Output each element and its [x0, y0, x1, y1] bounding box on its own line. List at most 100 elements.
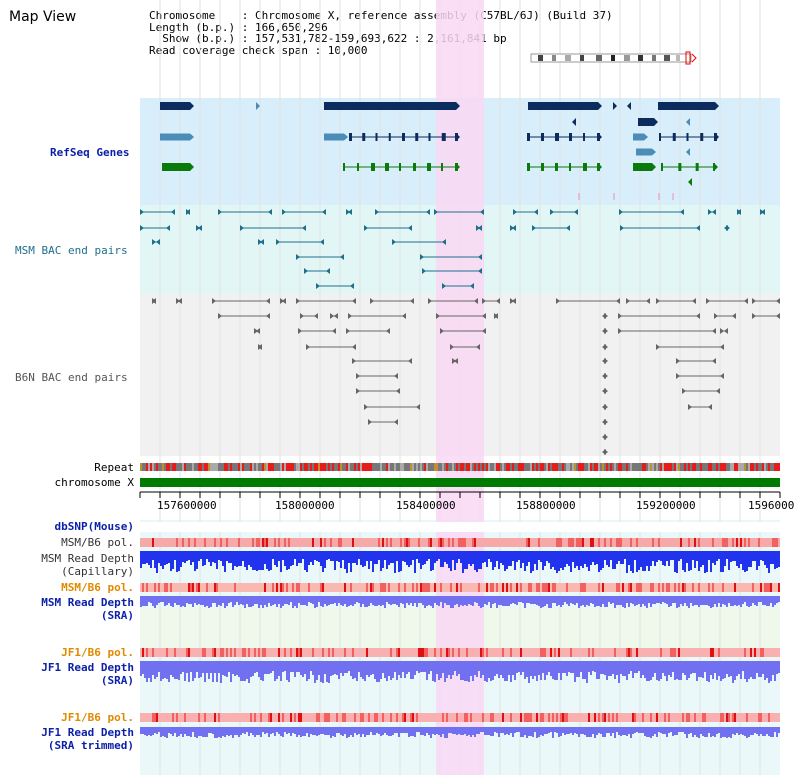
jf1-b6-pol-1 — [760, 648, 762, 657]
jf1-b6-pol-2 — [326, 713, 328, 722]
jf1-b6-pol-1 — [156, 648, 158, 657]
msm-depth-sra-bar — [682, 596, 684, 606]
jf1-b6-pol-2 — [412, 713, 414, 722]
jf1-depth-sra-bar — [464, 661, 466, 681]
jf1-depth-sra-bar — [616, 661, 618, 675]
msm-b6-pol-2 — [222, 583, 224, 592]
jf1-b6-pol-1 — [564, 648, 566, 657]
msm-depth-capillary-bar — [362, 551, 364, 567]
msm-b6-pol-2 — [430, 583, 432, 592]
msm-b6-pol-2 — [690, 583, 692, 592]
msm-b6-pol-1 — [236, 538, 238, 547]
repeat-mark — [226, 463, 228, 471]
msm-b6-pol-1 — [450, 538, 452, 547]
msm-b6-pol-2 — [146, 583, 148, 592]
ruler-tick-label: 159200000 — [636, 499, 696, 512]
track-label-msm-b6-pol-2[interactable]: MSM/B6 pol. — [61, 581, 134, 594]
jf1-depth-sra-bar — [480, 661, 482, 678]
jf1-b6-pol-1 — [470, 648, 472, 657]
track-label-b6n-bac[interactable]: B6N BAC end pairs — [15, 371, 128, 384]
msm-depth-capillary-bar — [502, 551, 504, 565]
jf1-b6-pol-2 — [432, 713, 434, 722]
track-label-jf1-b6-pol-2[interactable]: JF1/B6 pol. — [61, 711, 134, 724]
msm-b6-pol-2 — [306, 583, 308, 592]
jf1-b6-pol-2 — [354, 713, 356, 722]
jf1-b6-pol-1 — [746, 648, 748, 657]
track-label-msm-bac[interactable]: MSM BAC end pairs — [15, 244, 128, 257]
msm-depth-capillary-bar — [400, 551, 402, 571]
msm-bac-pair-end — [316, 283, 320, 289]
jf1-b6-pol-1 — [352, 648, 354, 657]
jf1-depth-sra-bar — [460, 661, 462, 680]
track-label-refseq[interactable]: RefSeq Genes — [50, 146, 130, 159]
track-label-jf1-b6-pol-1[interactable]: JF1/B6 pol. — [61, 646, 134, 659]
msm-b6-pol-1 — [526, 538, 528, 547]
ideogram-band — [652, 55, 656, 61]
jf1-depth-sra-bar — [568, 661, 570, 672]
msm-depth-sra-bar — [734, 596, 736, 605]
msm-b6-pol-2 — [650, 583, 652, 592]
gene-model-strand — [344, 133, 348, 141]
repeat-mark — [220, 463, 222, 471]
jf1-depth-trim-bar — [724, 727, 726, 737]
msm-b6-pol-1 — [272, 538, 274, 547]
repeat-mark — [422, 463, 424, 471]
jf1-b6-pol-2 — [176, 713, 178, 722]
gene-model — [528, 102, 598, 110]
jf1-depth-trim-bar — [290, 727, 292, 736]
jf1-depth-sra-bar — [192, 661, 194, 681]
track-label-msm-b6-pol-1[interactable]: MSM/B6 pol. — [61, 536, 134, 549]
repeat-mark — [630, 463, 632, 471]
msm-b6-pol-1 — [686, 538, 688, 547]
repeat-mark — [738, 463, 740, 471]
track-label-msm-depth-sra[interactable]: MSM Read Depth — [41, 596, 134, 609]
msm-b6-pol-2 — [188, 583, 190, 592]
track-label-repeat[interactable]: Repeat — [94, 461, 134, 474]
repeat-mark — [764, 463, 766, 471]
msm-depth-sra-bar — [576, 596, 578, 603]
jf1-b6-pol-1 — [502, 648, 504, 657]
jf1-b6-pol-2 — [480, 713, 482, 722]
jf1-b6-pol-2 — [568, 713, 570, 722]
gene-model — [324, 102, 456, 110]
msm-depth-capillary-bar — [642, 551, 644, 571]
msm-depth-sra-bar — [242, 596, 244, 605]
msm-depth-capillary-bar — [462, 551, 464, 573]
jf1-depth-sra-bar — [646, 661, 648, 681]
msm-b6-pol-1 — [600, 538, 602, 547]
track-label-jf1-depth-sra[interactable]: JF1 Read Depth — [41, 661, 134, 674]
jf1-depth-sra-bar — [222, 661, 224, 675]
track-label-chromosome[interactable]: chromosome X — [54, 476, 134, 489]
msm-b6-pol-1 — [556, 538, 558, 547]
msm-depth-sra-bar — [344, 596, 346, 604]
track-label-dbsnp[interactable]: dbSNP(Mouse) — [54, 520, 134, 533]
track-label-msm-depth-cap[interactable]: MSM Read Depth — [41, 552, 134, 565]
jf1-depth-sra-bar — [420, 661, 422, 672]
gene-model-strand — [456, 102, 460, 110]
repeat-mark — [704, 463, 706, 471]
repeat-mark — [508, 463, 510, 471]
jf1-depth-sra-bar — [644, 661, 646, 678]
repeat-mark — [378, 463, 380, 471]
msm-b6-pol-2 — [490, 583, 492, 592]
msm-depth-sra-bar — [432, 596, 434, 608]
msm-b6-pol-1 — [152, 538, 154, 547]
jf1-b6-pol-1 — [254, 648, 256, 657]
repeat-mark — [338, 463, 340, 471]
jf1-b6-pol-2 — [596, 713, 598, 722]
jf1-b6-pol-2 — [268, 713, 270, 722]
repeat-mark — [250, 463, 252, 471]
msm-b6-pol-2 — [330, 583, 332, 592]
jf1-depth-trim-bar — [656, 727, 658, 737]
msm-b6-pol-1 — [368, 538, 370, 547]
jf1-depth-trim-bar — [676, 727, 678, 735]
track-label-jf1-depth-trim[interactable]: JF1 Read Depth — [41, 726, 134, 739]
repeat-mark — [538, 463, 540, 471]
msm-b6-pol-1 — [348, 538, 350, 547]
msm-b6-pol-2 — [150, 583, 152, 592]
msm-b6-pol-2 — [774, 583, 776, 592]
repeat-mark — [364, 463, 366, 471]
repeat-mark — [412, 463, 414, 471]
jf1-depth-sra-bar — [218, 661, 220, 673]
